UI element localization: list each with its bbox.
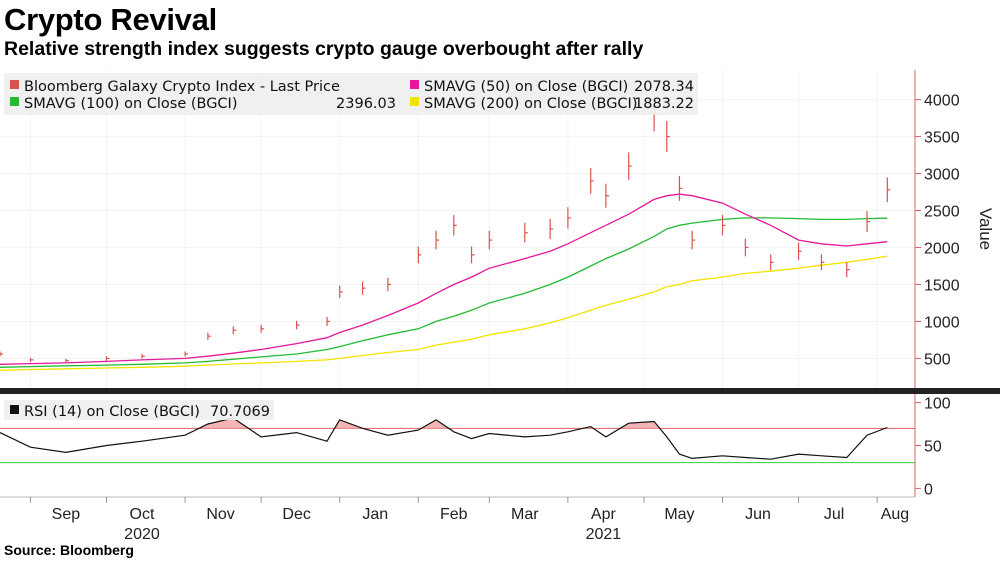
legend-sma200: SMAVG (200) on Close (BGCI) 1883.22 [410, 96, 694, 112]
month-label: Apr [591, 506, 617, 523]
sma200-legend-swatch [410, 97, 419, 106]
rsi-series-line [0, 417, 888, 460]
chart-subtitle: Relative strength index suggests crypto … [4, 38, 644, 60]
value-axis-label: Value [976, 208, 995, 250]
source-note: Source: Bloomberg [4, 542, 134, 558]
sma50-legend-value: 2078.34 [634, 79, 694, 95]
month-label: Oct [130, 506, 155, 523]
price-tick-label: 3000 [924, 167, 960, 184]
month-label: Sep [52, 506, 81, 523]
rsi-legend-swatch [10, 405, 19, 414]
rsi-overbought-area [207, 418, 234, 429]
sma50-series-line [0, 193, 888, 365]
price-tick-label: 4000 [924, 93, 960, 110]
sma100-series-line [0, 217, 888, 368]
rsi-legend-label: RSI (14) on Close (BGCI) [24, 404, 200, 420]
panel-separator [0, 388, 1000, 394]
price-tick-label: 2500 [924, 204, 960, 221]
rsi-tick-label: 50 [924, 439, 942, 456]
month-label: Jul [824, 506, 844, 523]
rsi-panel-grid [29, 70, 878, 388]
month-label: Dec [282, 506, 310, 523]
month-label: Jan [362, 506, 388, 523]
price-legend-box [4, 73, 698, 115]
legend-price: Bloomberg Galaxy Crypto Index - Last Pri… [10, 79, 340, 95]
month-label: Aug [881, 506, 909, 523]
sma200-legend-label: SMAVG (200) on Close (BGCI) [424, 96, 638, 112]
sma50-legend-swatch [410, 80, 419, 89]
month-label: Feb [440, 506, 468, 523]
rsi-legend-box [4, 400, 274, 420]
sma100-legend-value: 2396.03 [336, 96, 396, 112]
price-tick-label: 500 [924, 351, 951, 368]
price-tick-label: 1500 [924, 277, 960, 294]
rsi-tick-label: 0 [924, 481, 933, 498]
month-label: Mar [511, 506, 539, 523]
year-label: 2020 [124, 526, 160, 543]
month-label: Nov [206, 506, 234, 523]
month-label: Jun [745, 506, 771, 523]
legend-sma50: SMAVG (50) on Close (BGCI) 2078.34 [410, 79, 694, 95]
rsi-legend-value: 70.7069 [210, 404, 270, 420]
year-label: 2021 [586, 526, 622, 543]
sma200-series-line [0, 255, 888, 371]
sma50-legend-label: SMAVG (50) on Close (BGCI) [424, 79, 628, 95]
price-legend-label: Bloomberg Galaxy Crypto Index - Last Pri… [24, 79, 340, 95]
legend-rsi: RSI (14) on Close (BGCI) 70.7069 [10, 404, 270, 420]
price-tick-label: 3500 [924, 130, 960, 147]
rsi-overbought-fill [199, 418, 888, 429]
sma100-legend-label: SMAVG (100) on Close (BGCI) [24, 96, 238, 112]
price-panel-background [0, 70, 915, 388]
chart-title: Crypto Revival [4, 2, 217, 37]
sma100-legend-swatch [10, 97, 19, 106]
price-tick-label: 2000 [924, 240, 960, 257]
legend-sma100: SMAVG (100) on Close (BGCI) 2396.03 [10, 96, 396, 112]
sma200-legend-value: 1883.22 [634, 96, 694, 112]
month-label: May [664, 506, 694, 523]
price-tick-label: 1000 [924, 314, 960, 331]
rsi-tick-label: 100 [924, 396, 951, 413]
price-legend-swatch [10, 80, 19, 89]
